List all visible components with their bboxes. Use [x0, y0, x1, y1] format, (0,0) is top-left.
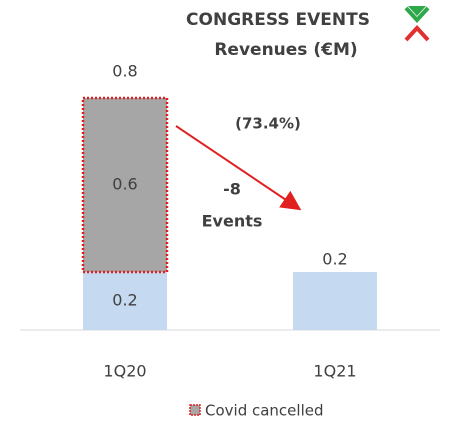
bar-segment: [81, 96, 169, 274]
chart-subtitle: Revenues (€M): [214, 40, 357, 60]
bar-segment: [293, 272, 377, 330]
legend-label: Covid cancelled: [205, 402, 324, 420]
annotation: (73.4%): [235, 115, 301, 133]
total-label: 0.8: [112, 62, 137, 81]
chart-title: CONGRESS EVENTS: [186, 10, 370, 30]
data-label: 0.2: [112, 291, 137, 310]
data-label: 0.2: [322, 250, 347, 269]
logo: [404, 6, 430, 42]
bar-segment: [83, 272, 167, 330]
arrow: [175, 125, 302, 211]
annotation: Events: [202, 212, 263, 231]
x-tick-label: 1Q21: [313, 362, 356, 381]
x-tick-label: 1Q20: [103, 362, 146, 381]
annotation: -8: [223, 180, 241, 199]
data-label: 0.6: [112, 175, 137, 194]
legend-swatch: [189, 404, 201, 416]
